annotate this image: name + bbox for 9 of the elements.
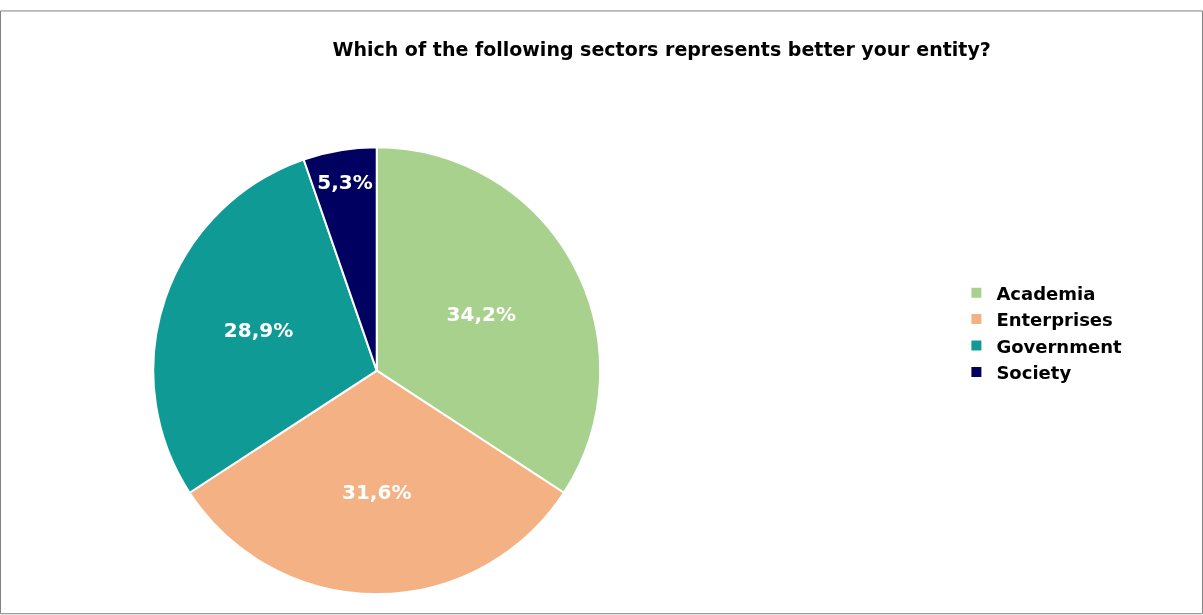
- data-label: 31,6%: [342, 480, 412, 505]
- legend-label: Government: [996, 335, 1122, 357]
- legend-label: Society: [996, 361, 1072, 383]
- legend-label: Academia: [996, 282, 1096, 304]
- data-label: 28,9%: [223, 318, 294, 343]
- data-label: 5,3%: [317, 169, 373, 194]
- legend-label: Enterprises: [996, 309, 1113, 331]
- data-label: 34,2%: [446, 302, 516, 327]
- chart-title: Which of the following sectors represents better your entity?: [332, 38, 991, 61]
